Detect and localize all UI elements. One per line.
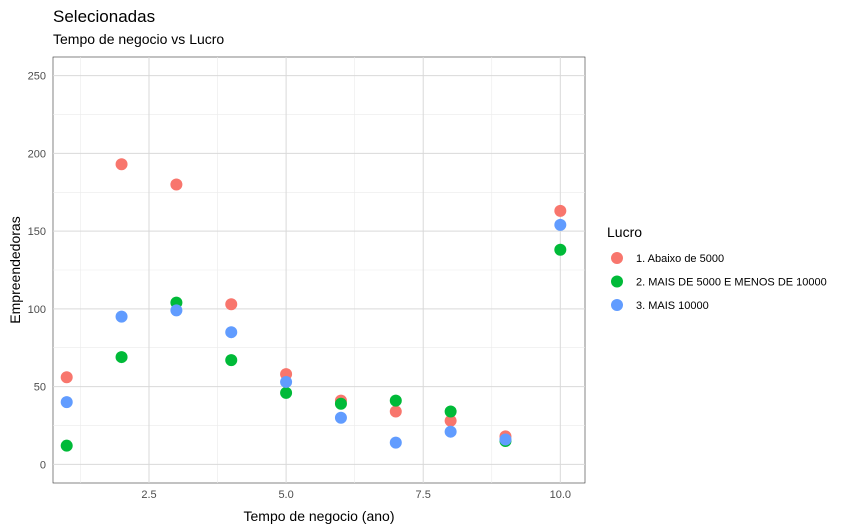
x-tick-label: 5.0 — [278, 489, 293, 501]
legend-label: 1. Abaixo de 5000 — [636, 253, 724, 265]
y-tick-label: 150 — [28, 226, 46, 238]
x-axis-label: Tempo de negocio (ano) — [244, 508, 395, 524]
data-point — [389, 394, 402, 407]
data-point — [60, 396, 73, 409]
data-point — [60, 371, 73, 384]
data-point — [115, 158, 128, 171]
legend-key — [611, 252, 623, 264]
legend-label: 3. MAIS 10000 — [636, 300, 709, 312]
y-axis-ticks: 0 50 100 150 200 250 — [28, 71, 46, 472]
data-point — [115, 351, 128, 364]
data-point — [554, 243, 567, 256]
x-tick-label: 10.0 — [550, 489, 571, 501]
data-point — [280, 375, 293, 388]
x-tick-label: 7.5 — [416, 489, 431, 501]
data-point — [60, 439, 73, 452]
legend-items: 1. Abaixo de 5000 2. MAIS DE 5000 E MENOS… — [611, 252, 827, 312]
chart-subtitle: Tempo de negocio vs Lucro — [53, 31, 224, 47]
data-point — [444, 414, 457, 427]
data-point — [225, 298, 238, 311]
plot-panel — [52, 56, 586, 484]
data-point — [554, 218, 567, 231]
legend: Lucro 1. Abaixo de 5000 2. MAIS DE 5000 E… — [607, 224, 827, 312]
data-point — [334, 397, 347, 410]
data-point — [444, 405, 457, 418]
y-tick-label: 200 — [28, 148, 46, 160]
data-point — [389, 436, 402, 449]
data-point — [225, 326, 238, 339]
y-tick-label: 0 — [40, 459, 46, 471]
data-point — [499, 433, 512, 446]
grid-minor — [53, 57, 585, 483]
y-tick-label: 100 — [28, 304, 46, 316]
data-point — [170, 178, 183, 191]
data-point — [170, 304, 183, 317]
x-tick-label: 2.5 — [141, 489, 156, 501]
data-point — [115, 310, 128, 323]
legend-title: Lucro — [607, 224, 642, 240]
legend-key — [611, 275, 623, 288]
y-tick-label: 50 — [34, 382, 46, 394]
data-point — [389, 405, 402, 418]
data-point — [444, 425, 457, 438]
legend-key — [611, 299, 623, 311]
legend-label: 2. MAIS DE 5000 E MENOS DE 10000 — [636, 277, 827, 289]
data-point — [280, 386, 293, 399]
data-point — [554, 204, 567, 217]
y-axis-label: Empreendedoras — [7, 216, 23, 323]
y-tick-label: 250 — [28, 71, 46, 83]
data-point — [225, 354, 238, 367]
chart-title: Selecionadas — [53, 7, 155, 26]
x-axis-ticks: 2.5 5.0 7.5 10.0 — [141, 489, 571, 501]
data-point — [334, 411, 347, 424]
grid-major — [53, 57, 585, 483]
data-points — [60, 158, 567, 452]
